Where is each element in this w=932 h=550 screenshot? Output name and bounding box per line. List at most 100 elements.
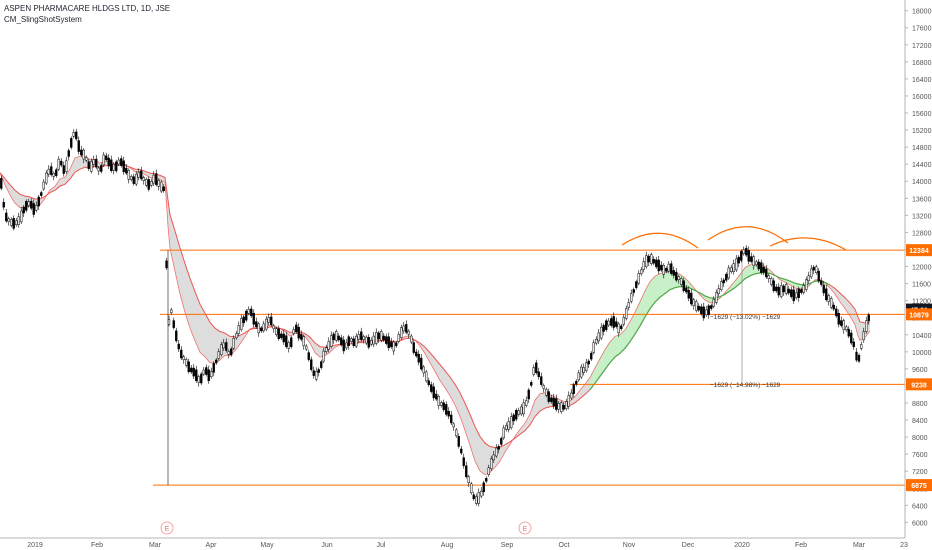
y-tick-label: 10400: [912, 333, 932, 340]
slingshot-bands: [0, 155, 871, 476]
candle-body: [752, 256, 755, 266]
candle-body: [412, 342, 415, 353]
y-tick-label: 13600: [912, 196, 932, 203]
pattern-arc: [769, 237, 847, 251]
candle-body: [842, 320, 845, 330]
y-tick-label: 13200: [912, 213, 932, 220]
time-axis: 2019 Feb Mar Apr May Jun Jul Aug Sep Oct Nov Dec 202…: [0, 521, 908, 549]
y-tick-label: 8400: [912, 418, 928, 425]
candle-body: [282, 333, 285, 343]
candle-body: [527, 389, 530, 400]
earnings-marker-label: E: [165, 526, 170, 533]
candle-body: [280, 333, 283, 339]
candle-body: [520, 406, 523, 415]
candle-body: [490, 458, 493, 470]
candle-body: [392, 341, 395, 352]
candle-body: [390, 341, 393, 348]
y-tick-label: 18000: [912, 9, 932, 16]
candle-body: [100, 165, 103, 172]
earnings-marker: [518, 521, 532, 535]
y-tick-label: 14000: [912, 179, 932, 186]
candle-body: [380, 331, 383, 341]
candle-body: [577, 372, 580, 381]
candle-body: [82, 149, 85, 160]
ema-fast-line: [0, 155, 871, 476]
candle-body: [730, 267, 733, 272]
candle-body: [825, 288, 828, 301]
candle-body: [595, 338, 598, 344]
candle-body: [750, 256, 753, 262]
candle-body: [350, 338, 353, 342]
candle-body: [727, 267, 730, 279]
candle-body: [755, 261, 758, 266]
candle-body: [35, 205, 38, 211]
price-label: 9238: [911, 382, 927, 389]
candle-body: [550, 397, 553, 403]
candle-body: [172, 320, 175, 328]
candle-body: [465, 465, 468, 477]
candle-body: [615, 321, 618, 327]
y-tick-label: 12000: [912, 265, 932, 272]
candle-body: [145, 179, 148, 186]
candle-body: [420, 357, 423, 370]
x-tick-label: Dec: [682, 542, 695, 549]
candle-body: [640, 269, 643, 275]
candle-body: [90, 161, 93, 172]
candle-body: [415, 351, 418, 357]
candle-body: [840, 320, 843, 326]
candle-body: [857, 354, 861, 362]
earnings-marker: [160, 521, 174, 535]
candle-body: [212, 363, 215, 373]
candle-body: [470, 483, 473, 494]
candle-body: [20, 210, 23, 223]
candle-body: [847, 328, 850, 337]
candle-body: [685, 287, 688, 293]
x-tick-label: Mar: [149, 542, 162, 549]
candle-body: [135, 173, 138, 185]
candle-body: [455, 429, 458, 437]
candle-body: [457, 436, 460, 447]
candle-body: [77, 140, 80, 152]
x-tick-label: Sep: [501, 542, 514, 549]
x-tick-label: Jul: [377, 542, 386, 549]
candle-body: [62, 165, 65, 174]
candle-body: [700, 306, 703, 314]
candle-body: [722, 279, 725, 284]
candle-body: [782, 285, 785, 293]
candle-body: [252, 313, 255, 325]
candle-body: [530, 382, 533, 386]
candle-body: [587, 360, 590, 365]
candle-body: [427, 380, 430, 385]
candle-body: [37, 196, 40, 207]
y-tick-label: 6000: [912, 520, 928, 527]
candle-body: [72, 132, 75, 137]
candle-body: [137, 172, 140, 178]
candle-body: [245, 310, 248, 321]
candle-body: [740, 251, 743, 261]
candle-body: [815, 266, 818, 273]
candle-body: [192, 367, 195, 377]
candle-body: [607, 320, 610, 326]
candle-body: [300, 334, 303, 340]
candle-body: [402, 325, 405, 332]
y-tick-label: 16000: [912, 94, 932, 101]
candle-body: [555, 398, 558, 410]
candle-body: [592, 342, 595, 353]
candle-body: [395, 342, 398, 347]
candle-body: [80, 149, 83, 156]
x-tick-label: Mar: [853, 542, 866, 549]
candle-body: [92, 159, 95, 165]
chart-title: ASPEN PHARMACARE HLDGS LTD, 1D, JSE: [4, 4, 171, 13]
candle-body: [625, 308, 628, 319]
candle-body: [147, 179, 150, 190]
candle-body: [492, 454, 495, 461]
candle-body: [672, 270, 675, 276]
candle-body: [635, 281, 638, 288]
candle-body: [70, 138, 73, 148]
candle-body: [830, 298, 833, 308]
candle-body: [515, 409, 518, 420]
candle-body: [540, 376, 543, 385]
candle-body: [345, 342, 348, 349]
measurement-label: −1629 (−13.02%) −1629: [710, 314, 781, 321]
